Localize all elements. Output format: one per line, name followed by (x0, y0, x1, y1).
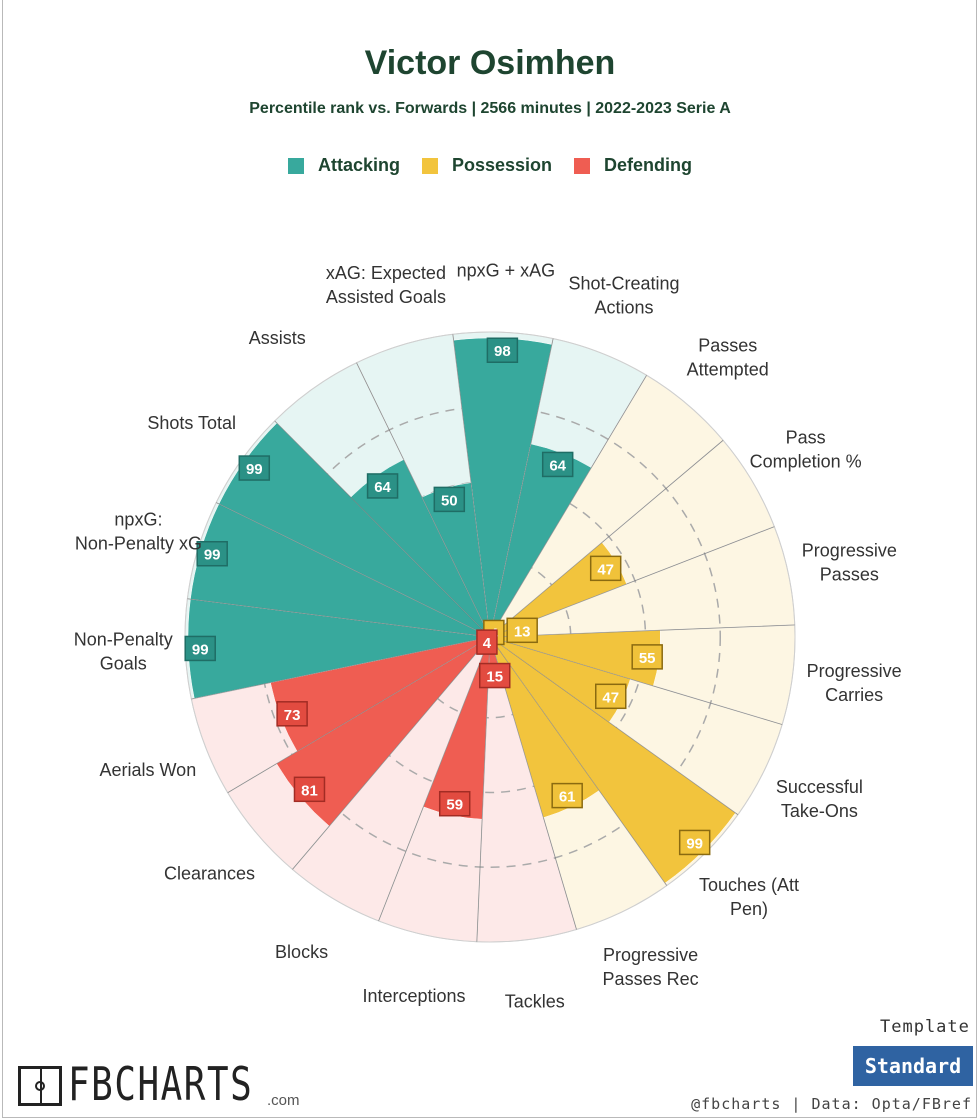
value-bars (187, 337, 736, 884)
legend-swatch-attacking (287, 157, 304, 174)
data-credit: @fbcharts | Data: Opta/FBref (691, 1095, 972, 1113)
legend-item-possession: Possession (421, 155, 553, 176)
spoke (452, 334, 491, 638)
spoke (292, 636, 491, 870)
category-label-progressive-passes: Progressive Passes (802, 540, 897, 584)
legend-swatch-defending (574, 157, 591, 174)
value-label-npxg-non-penalty-xg: 99 (196, 540, 228, 567)
svg-text:4: 4 (483, 635, 492, 652)
spoke (227, 636, 491, 793)
svg-text:47: 47 (602, 689, 619, 706)
category-label-non-penalty-goals: Non-Penalty Goals (74, 629, 173, 673)
svg-text:59: 59 (446, 797, 463, 814)
spoke (489, 440, 724, 638)
category-label-successful-take-ons: Successful Take-Ons (776, 777, 863, 821)
svg-text:13: 13 (514, 623, 531, 640)
svg-text:99: 99 (686, 835, 703, 852)
value-label-assists: 64 (366, 473, 399, 499)
logo-text: FBCHARTS (68, 1057, 254, 1111)
spoke (191, 636, 491, 700)
value-label-interceptions: 59 (438, 790, 471, 817)
chart-title: Victor Osimhen (364, 44, 616, 82)
legend-item-attacking: Attacking (287, 155, 400, 176)
value-label-progressive-carries: 55 (631, 644, 663, 670)
spoke (274, 420, 491, 638)
spoke (489, 636, 668, 886)
legend-label-defending: Defending (604, 155, 693, 175)
spoke (216, 502, 491, 638)
category-label-touches-att-pen: Touches (Att Pen) (699, 875, 799, 919)
category-label-progressive-passes-rec: Progressive Passes Rec (603, 945, 699, 989)
value-label-clearances: 81 (293, 776, 326, 803)
category-label-npxg-xag: npxG + xAG (457, 260, 556, 280)
legend-swatch-possession (421, 157, 438, 174)
spoke (489, 636, 783, 725)
legend: Attacking Possession Defending (0, 155, 980, 176)
value-label-blocks: 4 (476, 629, 498, 655)
value-label-xag-expected-assisted-goals: 50 (433, 486, 466, 513)
category-label-tackles: Tackles (505, 991, 565, 1011)
category-label-aerials-won: Aerials Won (100, 760, 197, 780)
value-label-aerials-won: 73 (276, 701, 308, 727)
svg-text:99: 99 (246, 461, 263, 478)
pitch-icon (18, 1066, 62, 1106)
value-label-touches-att-pen: 99 (678, 829, 711, 856)
spoke (489, 624, 795, 638)
category-label-blocks: Blocks (275, 942, 328, 962)
spoke (489, 338, 554, 638)
svg-text:99: 99 (192, 641, 209, 658)
category-label-progressive-carries: Progressive Carries (807, 661, 902, 705)
svg-text:98: 98 (494, 343, 511, 360)
value-label-non-penalty-goals: 99 (184, 635, 216, 662)
spoke (378, 636, 491, 922)
category-label-shot-creating-actions: Shot-Creating Actions (569, 273, 680, 317)
value-label-progressive-passes-rec: 61 (551, 782, 583, 809)
value-label-progressive-passes: 13 (506, 617, 538, 644)
value-label-tackles: 15 (478, 662, 511, 689)
svg-text:64: 64 (549, 457, 566, 474)
category-label-xag-expected-assisted-goals: xAG: Expected Assisted Goals (326, 263, 446, 307)
svg-text:15: 15 (486, 669, 503, 686)
chart-subtitle: Percentile rank vs. Forwards | 2566 minu… (249, 100, 731, 117)
svg-text:64: 64 (374, 479, 391, 496)
legend-label-possession: Possession (451, 155, 553, 175)
value-label-shot-creating-actions: 64 (541, 451, 574, 478)
category-label-shots-total: Shots Total (147, 413, 236, 433)
value-label-successful-take-ons: 47 (595, 683, 627, 710)
svg-text:81: 81 (301, 782, 318, 799)
template-label: Template (880, 1017, 970, 1037)
category-label-interceptions: Interceptions (362, 986, 465, 1006)
category-label-assists: Assists (249, 328, 306, 348)
category-label-clearances: Clearances (164, 864, 255, 884)
category-label-passes-attempted: Passes Attempted (687, 335, 769, 379)
category-label-npxg-non-penalty-xg: npxG: Non-Penalty xG (75, 510, 202, 554)
spoke (489, 636, 739, 815)
value-label-npxg-xag: 98 (486, 337, 519, 363)
svg-text:55: 55 (639, 650, 656, 667)
fbcharts-logo: FBCHARTS (18, 1057, 306, 1111)
logo-domain: .com (267, 1092, 300, 1109)
svg-text:99: 99 (204, 547, 221, 564)
spoke (356, 362, 491, 638)
svg-text:73: 73 (284, 707, 301, 724)
svg-text:47: 47 (597, 561, 614, 578)
value-label-pass-completion: 47 (589, 555, 622, 582)
svg-text:50: 50 (441, 492, 458, 509)
spoke (489, 375, 647, 638)
svg-text:61: 61 (559, 789, 576, 806)
value-label-shots-total: 99 (238, 455, 271, 481)
template-standard-button[interactable]: Standard (853, 1046, 973, 1086)
legend-label-attacking: Attacking (317, 155, 400, 175)
value-labels: 986444713554799611559481739999996450 (184, 337, 711, 856)
category-label-pass-completion: Pass Completion % (750, 428, 862, 472)
spoke (187, 598, 491, 638)
legend-item-defending: Defending (574, 155, 692, 176)
